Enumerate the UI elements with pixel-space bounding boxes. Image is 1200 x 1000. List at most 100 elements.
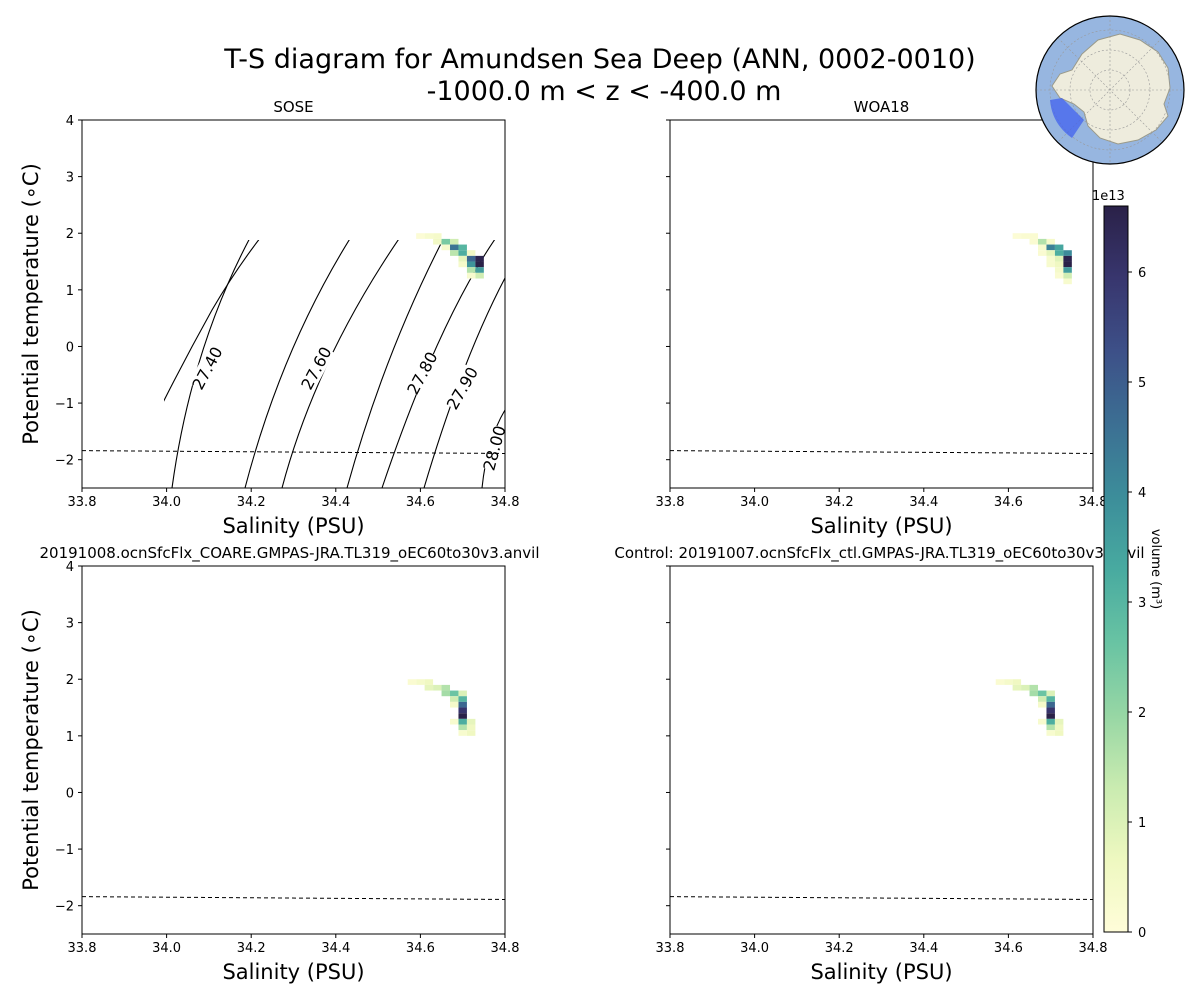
heatmap-cell xyxy=(433,233,442,239)
heatmap-cell xyxy=(466,267,476,273)
heatmap-cell xyxy=(1054,718,1064,725)
heatmap-cell xyxy=(466,730,476,736)
heatmap-cell xyxy=(475,267,484,273)
x-tick-label: 34.0 xyxy=(152,941,181,956)
heatmap-cell xyxy=(450,244,459,251)
heatmap-cell xyxy=(1046,707,1055,714)
colorbar: 1e13 volume (m³) 0 1 2 3 4 5 6 xyxy=(1092,189,1163,941)
colorbar-tick-label: 2 xyxy=(1138,706,1146,721)
x-tick-label: 34.0 xyxy=(740,941,769,956)
heatmap-cell xyxy=(1012,679,1022,685)
y-tick-label: −1 xyxy=(55,843,74,858)
heatmap-cell xyxy=(1054,255,1064,262)
ts-panel-1: 27.0027.1027.2027.3027.4027.5027.6027.70… xyxy=(19,98,519,538)
panel-title: WOA18 xyxy=(854,98,910,116)
x-axis-label: Salinity (PSU) xyxy=(222,514,364,538)
density-contour-line xyxy=(346,240,444,489)
ts-panel-4: 27.0027.1027.2027.3027.4027.5027.6027.70… xyxy=(614,544,1144,984)
heatmap-cell xyxy=(441,238,451,245)
heatmap-cell xyxy=(424,679,434,685)
density-contour-line xyxy=(281,240,399,489)
heatmap-cell xyxy=(433,238,442,245)
contour-label-bg xyxy=(479,424,509,472)
figure-title-line1: T-S diagram for Amundsen Sea Deep (ANN, … xyxy=(223,44,975,75)
heatmap-cell xyxy=(1046,713,1055,719)
heatmap-cell xyxy=(1054,267,1064,273)
heatmap-cell xyxy=(995,679,1005,685)
heatmap-cell xyxy=(458,250,467,256)
x-tick-label: 34.2 xyxy=(237,941,266,956)
heatmap-cell xyxy=(1063,267,1072,273)
heatmap-cell xyxy=(1063,261,1072,268)
heatmap-cell xyxy=(458,730,467,736)
heatmap-cell xyxy=(458,707,467,714)
y-tick-label: 4 xyxy=(66,114,74,129)
heatmap-cell xyxy=(1054,261,1064,268)
heatmap-cell xyxy=(1063,278,1072,285)
contour-label-bg xyxy=(443,364,481,412)
y-tick-label: 3 xyxy=(66,171,74,186)
freezing-line xyxy=(669,896,1094,900)
x-tick-label: 34.4 xyxy=(909,941,938,956)
x-axis-label: Salinity (PSU) xyxy=(810,514,952,538)
x-tick-label: 33.8 xyxy=(68,495,97,510)
heatmap-cell xyxy=(466,724,476,731)
x-tick-label: 34.4 xyxy=(909,495,938,510)
axes-frame xyxy=(669,565,1094,935)
heatmap-cell xyxy=(1046,730,1055,736)
y-tick-label: −1 xyxy=(55,397,74,412)
panel-title: Control: 20191007.ocnSfcFlx_ctl.GMPAS-JR… xyxy=(614,544,1144,563)
x-tick-label: 34.6 xyxy=(994,941,1023,956)
y-tick-label: 1 xyxy=(66,284,74,299)
freezing-line xyxy=(669,450,1094,454)
x-tick-label: 34.4 xyxy=(321,495,350,510)
heatmap-cell xyxy=(450,696,459,702)
amundsen-region-wedge xyxy=(1050,98,1084,138)
colorbar-tick-label: 5 xyxy=(1138,376,1146,391)
colorbar-tick-label: 6 xyxy=(1138,266,1146,281)
y-tick-label: 4 xyxy=(66,560,74,575)
heatmap-cell xyxy=(458,244,467,251)
heatmap-cell xyxy=(1046,261,1055,268)
heatmap-cell xyxy=(1012,233,1022,239)
x-tick-label: 34.4 xyxy=(321,941,350,956)
colorbar-gradient xyxy=(1103,205,1129,933)
contour-label-bg xyxy=(188,344,226,392)
freezing-line xyxy=(81,896,506,900)
x-tick-label: 34.2 xyxy=(825,941,854,956)
x-tick-label: 34.0 xyxy=(152,495,181,510)
y-axis-label: Potential temperature (∘C) xyxy=(19,163,43,445)
heatmap-cell xyxy=(450,701,459,708)
heatmap-cell xyxy=(1063,255,1072,262)
y-tick-label: 1 xyxy=(66,730,74,745)
heatmap-cell xyxy=(1063,250,1072,256)
panel-title: 20191008.ocnSfcFlx_COARE.GMPAS-JRA.TL319… xyxy=(39,544,539,563)
heatmap-cell xyxy=(1046,238,1055,245)
heatmap-cell xyxy=(1038,250,1047,256)
heatmap-cell xyxy=(1046,701,1055,708)
heatmap-cell xyxy=(1054,724,1064,731)
heatmap-cell xyxy=(458,713,467,719)
heatmap-cell xyxy=(458,696,467,702)
y-tick-label: −2 xyxy=(55,454,74,469)
y-tick-label: 2 xyxy=(66,673,74,688)
heatmap-cell xyxy=(1029,233,1039,239)
axes-background xyxy=(670,120,1093,488)
ts-panel-2: 27.0027.1027.2027.3027.4027.5027.6027.70… xyxy=(656,98,1108,538)
heatmap-cell xyxy=(416,233,425,239)
inset-map xyxy=(1035,15,1185,165)
freezing-line xyxy=(81,450,506,454)
heatmap-cell xyxy=(1046,690,1055,697)
axes-frame xyxy=(669,119,1094,489)
heatmap-cell xyxy=(407,679,417,685)
colorbar-tick-label: 4 xyxy=(1138,486,1146,501)
heatmap-cell xyxy=(458,261,467,268)
x-tick-label: 34.8 xyxy=(491,495,520,510)
x-tick-label: 34.6 xyxy=(406,495,435,510)
axes-background xyxy=(82,566,505,934)
x-axis-label: Salinity (PSU) xyxy=(222,960,364,984)
heatmap-cell xyxy=(1054,250,1064,256)
heatmap-cell xyxy=(1021,684,1030,691)
heatmap-cell xyxy=(416,679,425,685)
